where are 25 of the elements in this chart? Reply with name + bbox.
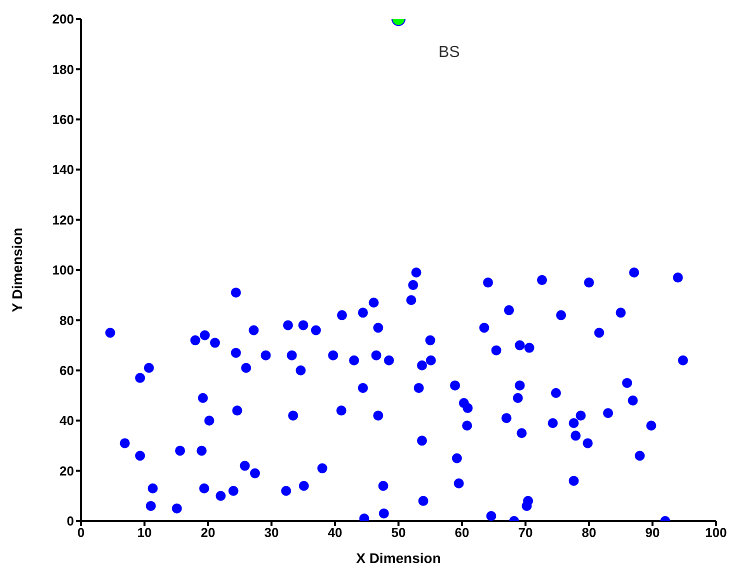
y-tick-label: 140 [52, 162, 74, 178]
x-tick-label: 20 [200, 525, 216, 540]
y-tick-label: 180 [52, 62, 74, 77]
y-tick-label: 40 [60, 413, 74, 428]
y-tick-label: 200 [52, 12, 74, 27]
x-tick-label: 50 [391, 525, 406, 540]
x-tick-label: 90 [645, 525, 660, 540]
annotation: BS [438, 44, 460, 61]
x-tick-label: 40 [328, 525, 342, 540]
y-tick-label: 0 [66, 514, 74, 529]
x-axis-title: X Dimension [356, 550, 441, 566]
y-tick-label: 60 [60, 363, 74, 378]
x-tick-label: 70 [518, 525, 533, 540]
x-tick-label: 30 [264, 525, 279, 540]
x-tick-label: 100 [705, 525, 727, 540]
x-tick-label: 0 [77, 525, 85, 540]
y-axis-title: Y Dimension [8, 228, 25, 312]
y-tick-label: 100 [52, 262, 74, 278]
x-tick-label: 60 [454, 525, 470, 540]
x-tick-label: 80 [582, 525, 596, 540]
y-tick-label: 160 [52, 112, 74, 128]
x-tick-label: 10 [137, 525, 152, 540]
y-tick-label: 80 [60, 312, 74, 328]
y-tick-label: 120 [52, 212, 74, 228]
y-tick-label: 20 [60, 463, 74, 478]
